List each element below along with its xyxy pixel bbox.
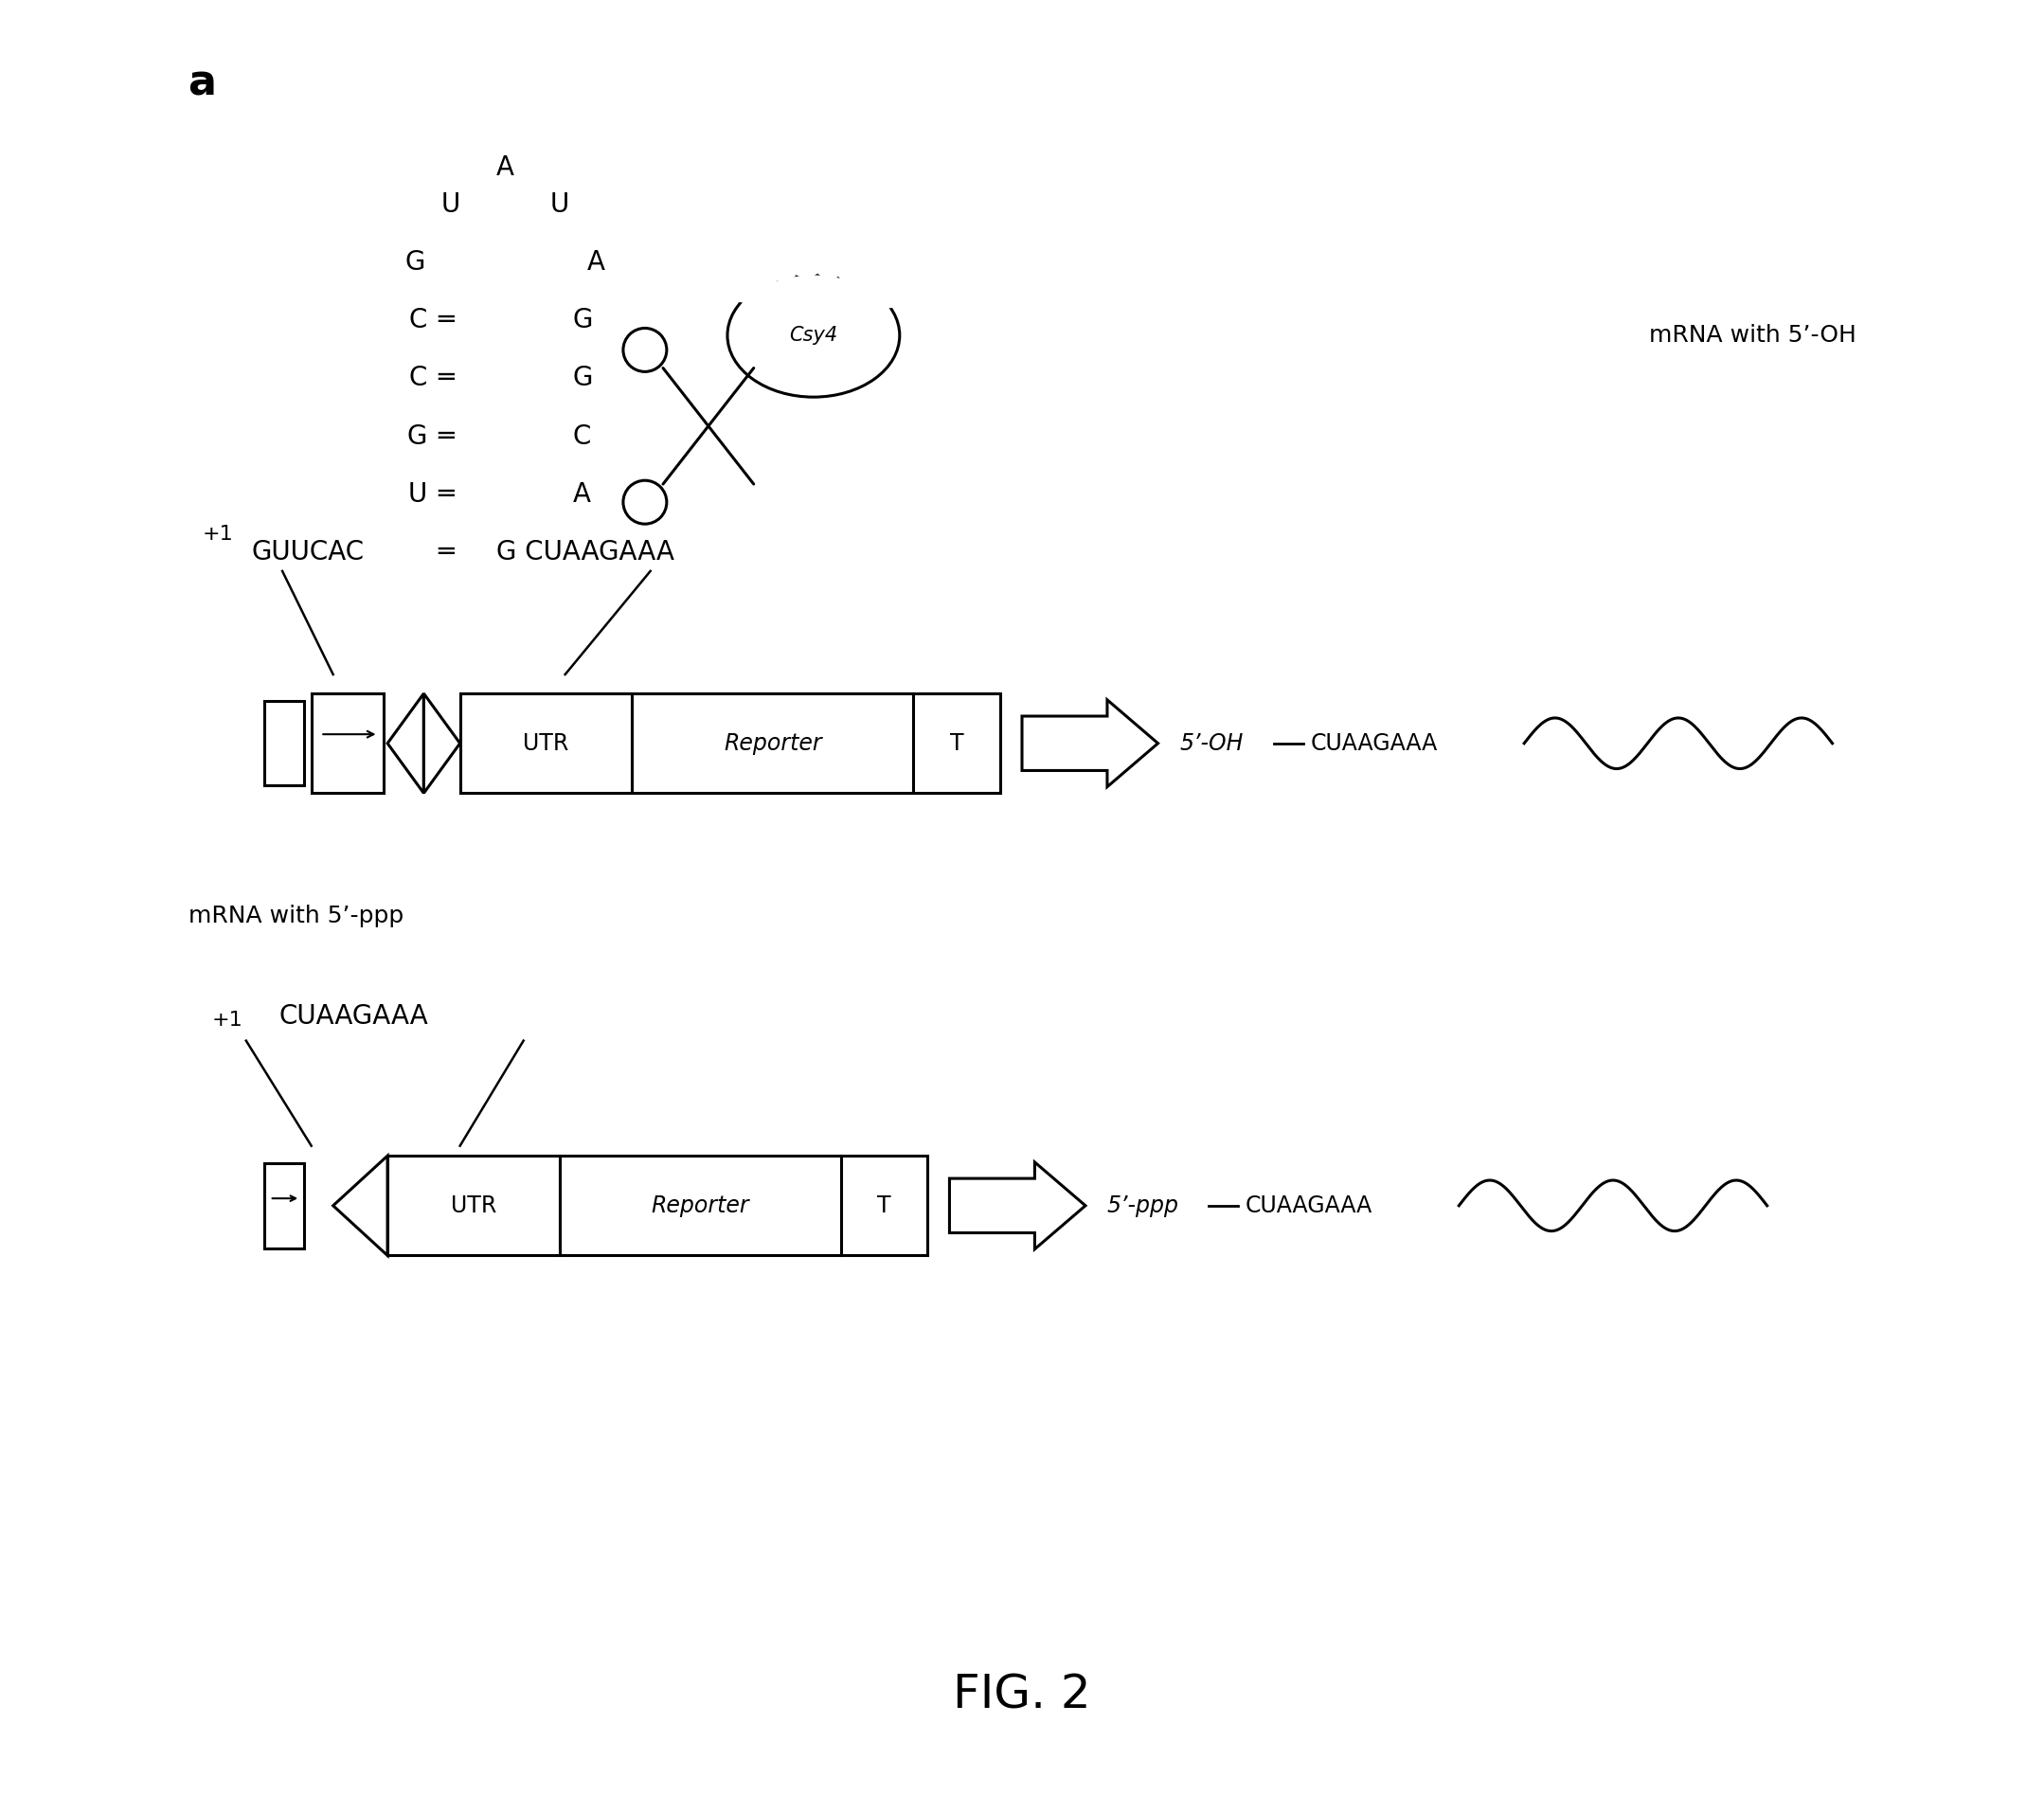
Polygon shape bbox=[388, 693, 423, 792]
Bar bbox=[264, 702, 305, 785]
Text: G: G bbox=[407, 422, 427, 450]
Text: U: U bbox=[550, 190, 570, 218]
Text: CUAAGAAA: CUAAGAAA bbox=[278, 1003, 427, 1030]
Text: G CUAAGAAA: G CUAAGAAA bbox=[497, 538, 675, 566]
Text: mRNA with 5’-ppp: mRNA with 5’-ppp bbox=[188, 905, 403, 926]
Bar bbox=[388, 1157, 560, 1255]
Text: U: U bbox=[409, 480, 427, 508]
Text: G: G bbox=[572, 364, 593, 392]
Circle shape bbox=[871, 272, 905, 308]
Text: FIG. 2: FIG. 2 bbox=[953, 1672, 1091, 1719]
Bar bbox=[914, 693, 1000, 792]
Text: ═: ═ bbox=[437, 422, 454, 450]
Circle shape bbox=[726, 267, 762, 303]
Text: C: C bbox=[572, 422, 591, 450]
Text: UTR: UTR bbox=[523, 732, 568, 754]
Circle shape bbox=[811, 243, 848, 279]
Text: A: A bbox=[587, 248, 605, 276]
Text: GUUCAC: GUUCAC bbox=[251, 538, 364, 566]
Text: U: U bbox=[442, 190, 460, 218]
Text: CUAAGAAA: CUAAGAAA bbox=[1310, 732, 1437, 754]
Bar bbox=[264, 1164, 305, 1247]
Text: Reporter: Reporter bbox=[652, 1195, 750, 1217]
Text: A: A bbox=[497, 154, 515, 181]
Bar bbox=[311, 693, 384, 792]
Text: 5’-ppp: 5’-ppp bbox=[1108, 1195, 1179, 1217]
Bar bbox=[560, 1157, 840, 1255]
Polygon shape bbox=[333, 1157, 388, 1255]
Text: G: G bbox=[405, 248, 425, 276]
Text: A: A bbox=[572, 480, 591, 508]
Circle shape bbox=[854, 257, 891, 294]
Bar bbox=[840, 1157, 928, 1255]
Text: +1: +1 bbox=[213, 1012, 243, 1030]
Text: UTR: UTR bbox=[450, 1195, 497, 1217]
Circle shape bbox=[742, 254, 779, 290]
Text: +1: +1 bbox=[202, 526, 233, 544]
Text: C: C bbox=[409, 364, 427, 392]
Circle shape bbox=[764, 245, 801, 281]
Text: Csy4: Csy4 bbox=[789, 326, 838, 344]
Polygon shape bbox=[423, 693, 460, 792]
Text: CUAAGAAA: CUAAGAAA bbox=[1245, 1195, 1372, 1217]
Bar bbox=[632, 693, 914, 792]
Text: a: a bbox=[188, 63, 217, 103]
Text: C: C bbox=[409, 306, 427, 334]
FancyArrow shape bbox=[1022, 700, 1159, 787]
Text: 5’-OH: 5’-OH bbox=[1179, 732, 1243, 754]
Bar bbox=[460, 693, 632, 792]
Text: T: T bbox=[950, 732, 963, 754]
Text: Reporter: Reporter bbox=[724, 732, 822, 754]
Text: mRNA with 5’-OH: mRNA with 5’-OH bbox=[1650, 325, 1856, 346]
Text: ═: ═ bbox=[437, 306, 454, 334]
Text: G: G bbox=[572, 306, 593, 334]
Text: ═: ═ bbox=[437, 480, 454, 508]
FancyArrow shape bbox=[950, 1162, 1085, 1249]
Text: ═: ═ bbox=[437, 364, 454, 392]
Circle shape bbox=[787, 241, 824, 277]
Text: T: T bbox=[877, 1195, 891, 1217]
Circle shape bbox=[836, 248, 871, 285]
Text: ═: ═ bbox=[437, 538, 454, 566]
